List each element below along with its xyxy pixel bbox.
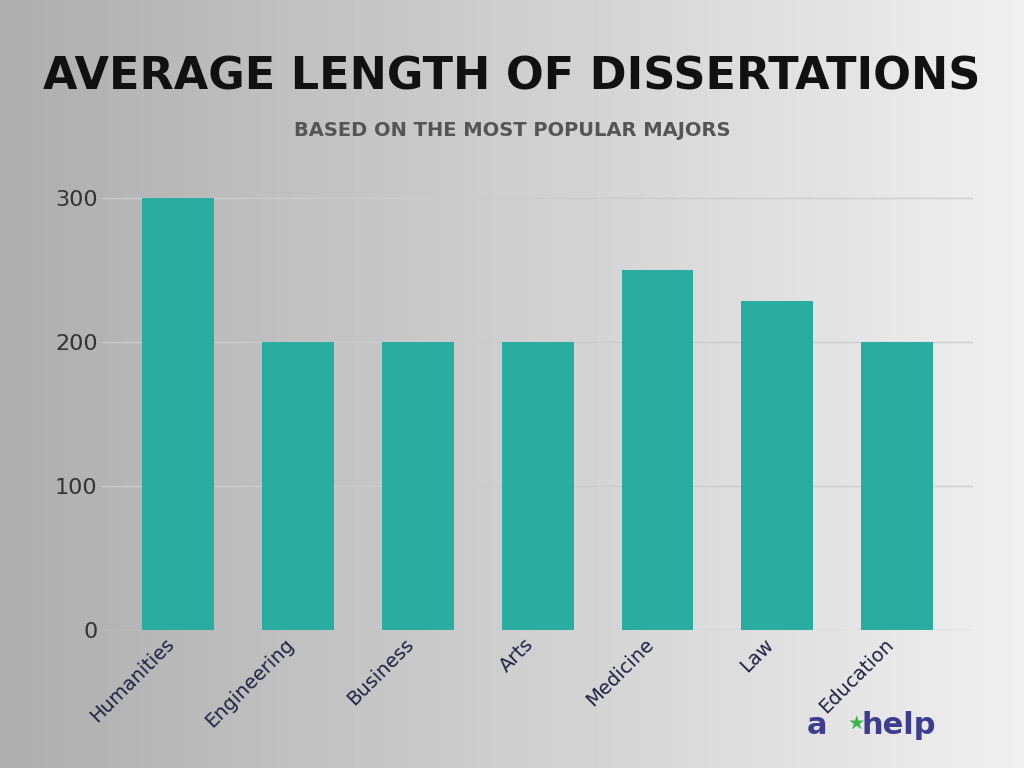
Text: AVERAGE LENGTH OF DISSERTATIONS: AVERAGE LENGTH OF DISSERTATIONS [43, 55, 981, 98]
Bar [142, 198, 214, 630]
Text: ★: ★ [847, 714, 865, 733]
Text: BASED ON THE MOST POPULAR MAJORS: BASED ON THE MOST POPULAR MAJORS [294, 121, 730, 140]
Bar [622, 270, 693, 630]
Bar [861, 342, 933, 630]
Bar [262, 342, 334, 630]
Text: a: a [807, 711, 827, 740]
Bar [502, 342, 573, 630]
Text: help: help [862, 711, 936, 740]
Bar [741, 302, 813, 630]
Bar [382, 342, 454, 630]
